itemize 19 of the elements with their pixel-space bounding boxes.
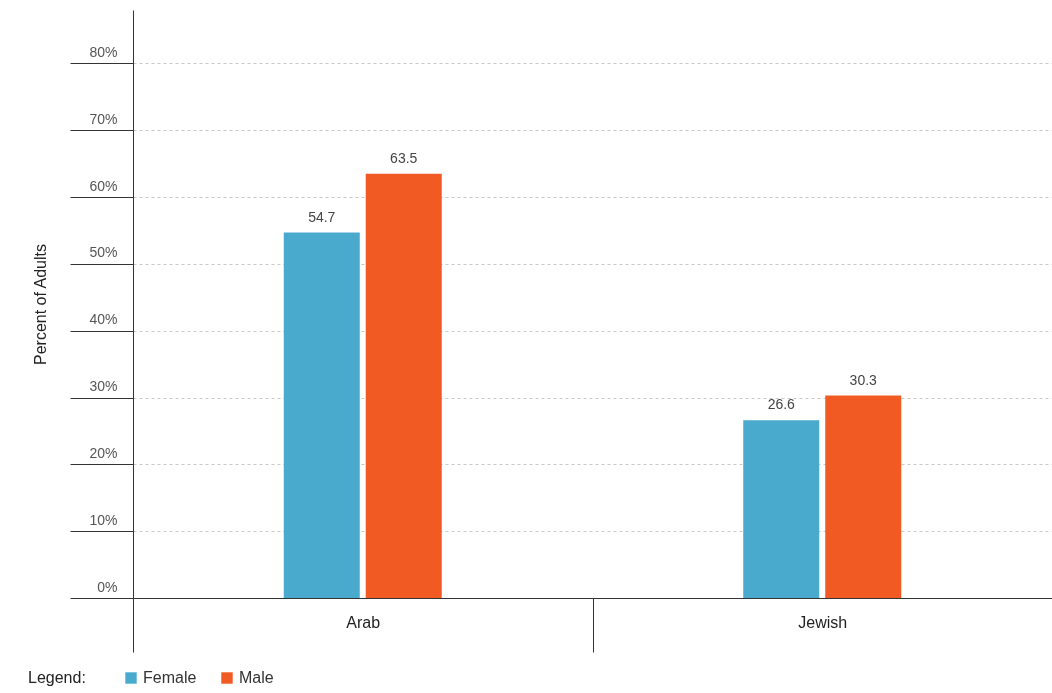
y-tick-label: 30% [89, 378, 118, 395]
legend-title: Legend: [28, 669, 86, 686]
y-tick-label: 40% [89, 311, 118, 328]
legend-label: Male [239, 669, 274, 686]
x-tick-label: Arab [346, 613, 381, 631]
y-tick-label: 20% [89, 444, 118, 461]
y-tick-label: 70% [89, 110, 118, 127]
data-label: 54.7 [308, 208, 336, 225]
data-label: 26.6 [767, 396, 796, 413]
y-tick-label: 80% [89, 43, 118, 60]
y-tick-label: 50% [89, 244, 118, 261]
data-label: 30.3 [849, 371, 878, 388]
y-tick-label: 10% [89, 511, 118, 528]
x-tick-label: Jewish [798, 613, 848, 631]
legend-label: Female [143, 669, 197, 686]
y-axis-title: Percent of Adults [31, 244, 49, 365]
y-tick-label: 60% [89, 177, 118, 194]
y-tick-label: 0% [97, 578, 118, 595]
data-label: 63.5 [390, 149, 418, 166]
